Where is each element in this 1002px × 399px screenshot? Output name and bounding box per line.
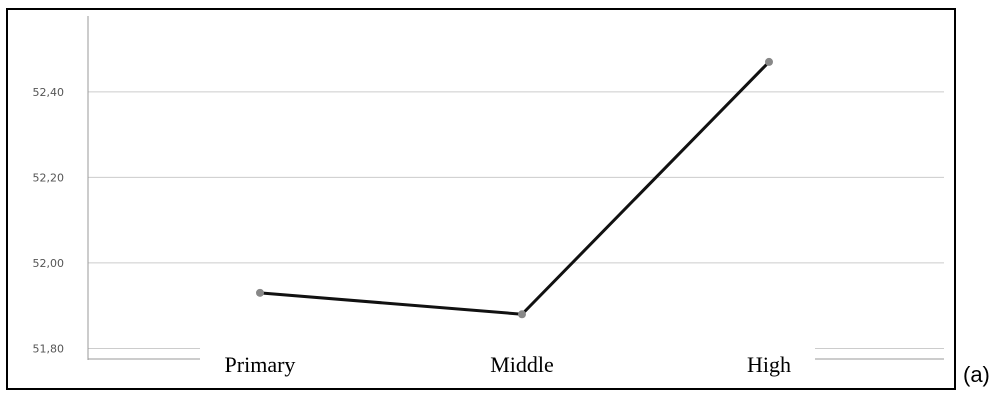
- y-tick-label: 52,40: [33, 86, 65, 99]
- y-tick-label: 51,80: [33, 342, 65, 355]
- grid-lines: [88, 91, 944, 349]
- x-axis-categories: Primary Middle High: [200, 338, 815, 388]
- x-category-label: Primary: [225, 352, 296, 377]
- data-point: [518, 310, 526, 319]
- series-line: [256, 57, 773, 319]
- data-point: [765, 57, 773, 66]
- x-category-label: Middle: [490, 352, 554, 377]
- category-label-band: [200, 338, 815, 388]
- chart-frame: 51,80 52,00 52,20 52,40 Primary Middle High: [6, 8, 956, 390]
- y-tick-label: 52,00: [33, 257, 65, 270]
- x-category-label: High: [747, 352, 791, 377]
- data-point: [256, 288, 264, 297]
- series-polyline: [259, 60, 771, 316]
- panel-label: (a): [963, 362, 990, 387]
- y-axis-ticks: 51,80 52,00 52,20 52,40: [33, 86, 65, 356]
- y-tick-label: 52,20: [33, 171, 65, 184]
- line-chart: 51,80 52,00 52,20 52,40 Primary Middle High: [33, 16, 944, 388]
